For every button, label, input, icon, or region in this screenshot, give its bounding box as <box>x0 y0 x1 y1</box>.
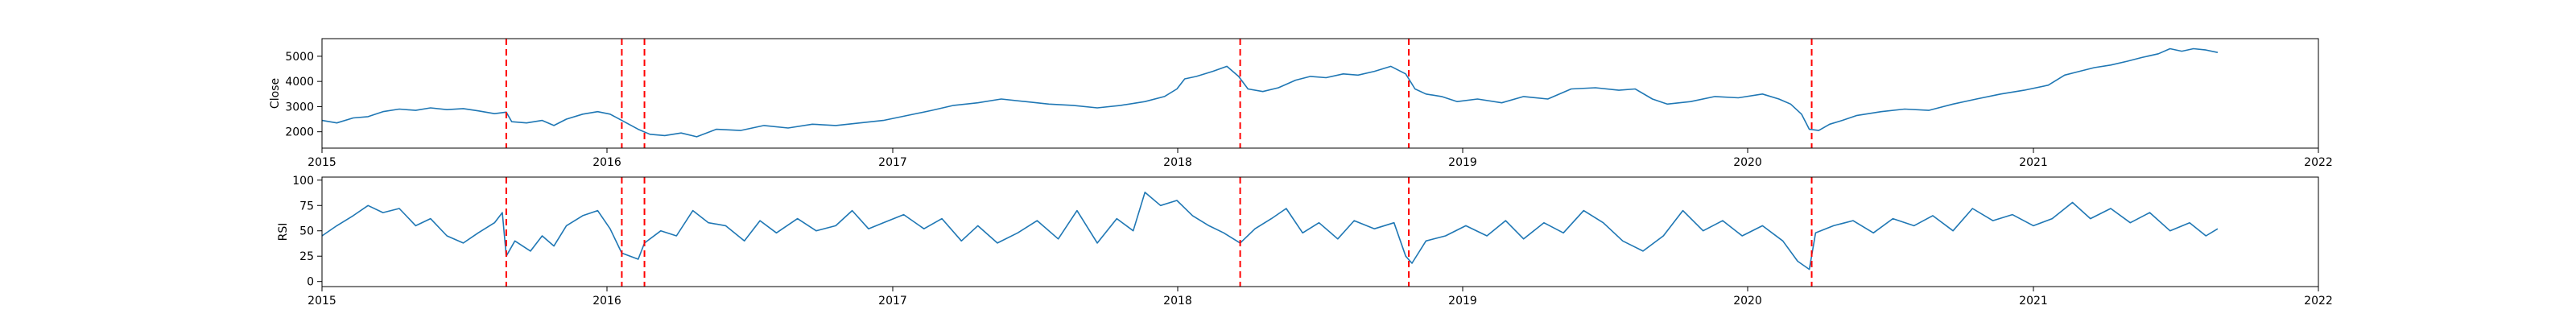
rsi-x-tick-label: 2022 <box>2304 295 2333 308</box>
rsi-y-axis-label: RSI <box>277 223 290 242</box>
rsi-x-tick-label: 2021 <box>2019 295 2048 308</box>
close-x-tick-label: 2020 <box>1733 156 1762 169</box>
close-y-tick-label: 3000 <box>285 101 314 114</box>
close-x-tick-label: 2017 <box>878 156 907 169</box>
close-x-tick-label: 2015 <box>308 156 336 169</box>
close-y-tick-label: 5000 <box>285 51 314 64</box>
close-y-tick-label: 4000 <box>285 76 314 89</box>
rsi-series-line <box>321 192 2219 270</box>
rsi-y-tick-label: 75 <box>299 200 314 213</box>
close-series-line <box>321 47 2219 138</box>
rsi-y-tick-label: 25 <box>299 250 314 263</box>
rsi-x-tick-label: 2018 <box>1163 295 1192 308</box>
close-x-tick-label: 2021 <box>2019 156 2048 169</box>
rsi-y-tick-label: 0 <box>307 276 314 289</box>
rsi-axes-frame <box>321 176 2319 287</box>
close-axes-frame <box>321 38 2319 149</box>
rsi-plot-area <box>321 177 2219 287</box>
rsi-chart: RSI 0 25 50 75 100 2015 2016 2017 2018 2019 2020 20… <box>277 175 2333 308</box>
rsi-x-tick-label: 2020 <box>1733 295 1762 308</box>
close-y-tick-label: 2000 <box>285 126 314 139</box>
close-plot-area <box>321 39 2219 148</box>
rsi-ticks: 0 25 50 75 100 2015 2016 2017 2018 2019 2020 2021 20… <box>292 175 2333 308</box>
close-ticks: 2000 3000 4000 5000 2015 2016 2017 2018 2019 2020… <box>285 51 2332 169</box>
rsi-x-tick-label: 2015 <box>308 295 336 308</box>
rsi-y-tick-label: 100 <box>292 175 314 188</box>
rsi-y-tick-label: 50 <box>299 225 314 238</box>
close-x-tick-label: 2016 <box>592 156 621 169</box>
close-x-tick-label: 2022 <box>2304 156 2333 169</box>
rsi-x-tick-label: 2019 <box>1448 295 1477 308</box>
close-x-tick-label: 2018 <box>1163 156 1192 169</box>
close-x-tick-label: 2019 <box>1448 156 1477 169</box>
close-y-axis-label: Close <box>269 78 282 109</box>
rsi-x-tick-label: 2016 <box>592 295 621 308</box>
rsi-x-tick-label: 2017 <box>878 295 907 308</box>
